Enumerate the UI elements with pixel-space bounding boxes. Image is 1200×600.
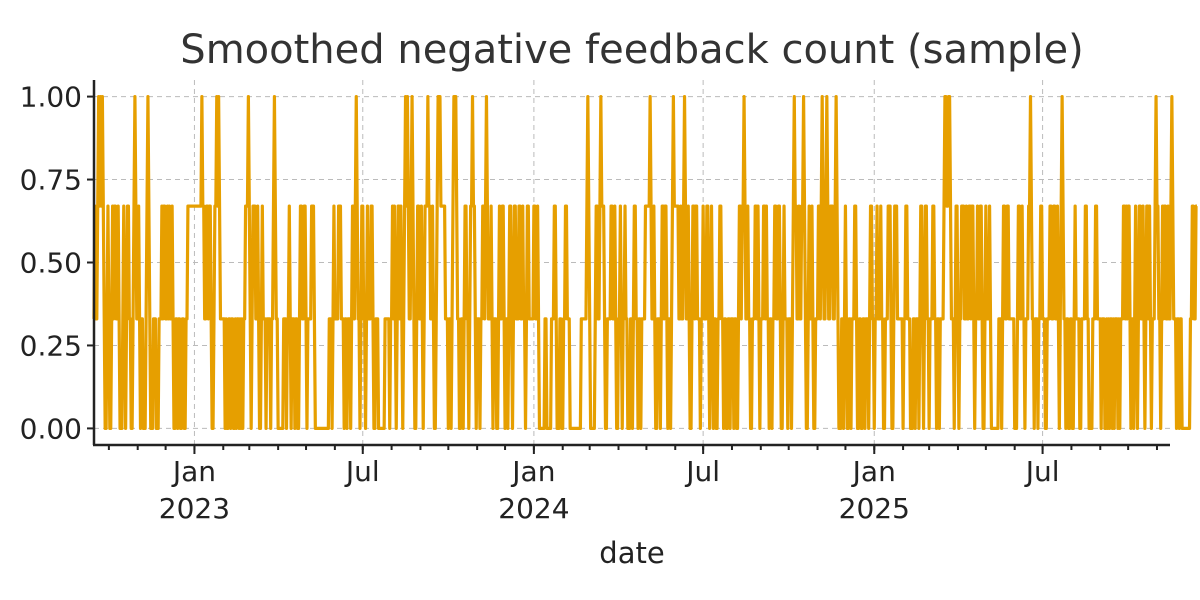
y-axis-ticks: 0.00 0.25 0.50 0.75 1.00 [20,81,94,445]
y-tick-label: 0.25 [20,329,82,362]
chart-title: Smoothed negative feedback count (sample… [180,27,1083,73]
x-tick-label: Jan [510,455,555,488]
x-tick-year-label: 2025 [839,492,910,525]
y-tick-label: 1.00 [20,81,82,114]
series-line [92,94,1198,431]
x-tick-label: Jul [344,455,380,488]
y-tick-label: 0.00 [20,412,82,445]
x-tick-label: Jul [684,455,720,488]
series-layer [92,94,1198,431]
x-axis-ticks: Jan 2023 Jul Jan 2024 Jul Jan 2025 Jul [107,445,1158,525]
x-tick-label: Jan [851,455,896,488]
y-tick-label: 0.50 [20,247,82,280]
x-tick-year-label: 2023 [159,492,230,525]
x-tick-label: Jan [171,455,216,488]
x-axis-label: date [599,536,664,570]
y-tick-label: 0.75 [20,164,82,197]
x-tick-label: Jul [1024,455,1060,488]
x-tick-year-label: 2024 [498,492,569,525]
